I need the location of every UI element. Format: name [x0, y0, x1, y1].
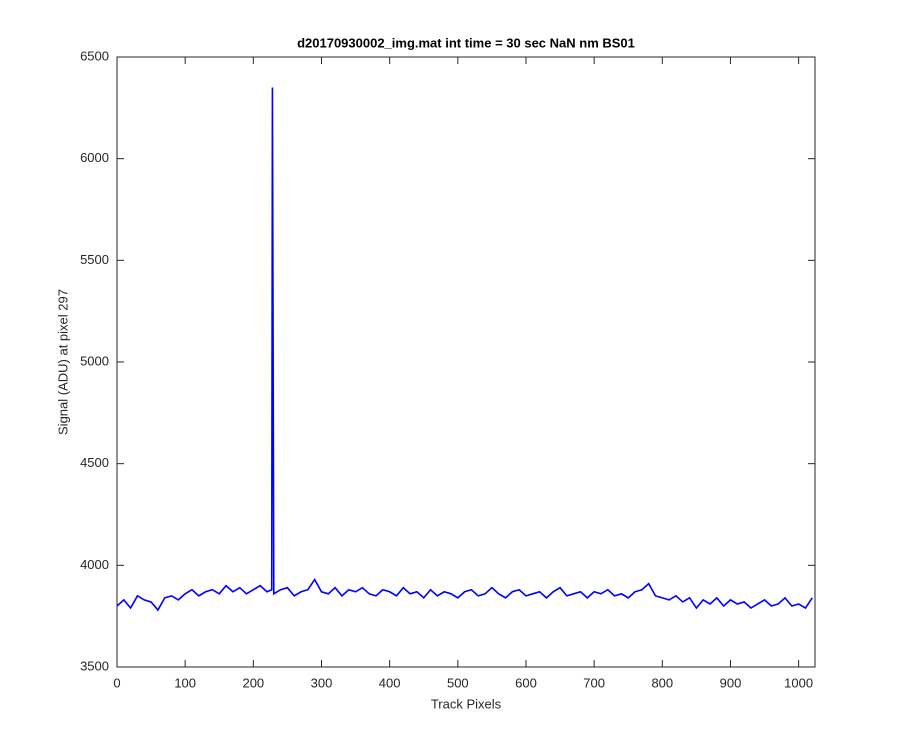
chart-title: d20170930002_img.mat int time = 30 sec N… — [297, 35, 635, 50]
y-tick-label: 4000 — [80, 557, 109, 572]
y-tick-label: 3500 — [80, 658, 109, 673]
x-tick-label: 100 — [174, 675, 196, 690]
x-tick-label: 1000 — [784, 675, 813, 690]
x-tick-label: 0 — [113, 675, 120, 690]
x-tick-label: 900 — [720, 675, 742, 690]
y-tick-label: 5000 — [80, 353, 109, 368]
x-tick-label: 700 — [583, 675, 605, 690]
y-tick-label: 5500 — [80, 252, 109, 267]
x-tick-label: 400 — [379, 675, 401, 690]
y-axis-label: Signal (ADU) at pixel 297 — [55, 289, 70, 435]
y-tick-label: 6000 — [80, 150, 109, 165]
x-axis-label: Track Pixels — [431, 696, 502, 711]
data-line — [116, 87, 813, 612]
x-tick-label: 800 — [651, 675, 673, 690]
y-tick-label: 6500 — [80, 48, 109, 63]
x-tick-label: 300 — [311, 675, 333, 690]
x-tick-label: 200 — [242, 675, 264, 690]
x-tick-label: 500 — [447, 675, 469, 690]
y-tick-label: 4500 — [80, 455, 109, 470]
x-tick-label: 600 — [515, 675, 537, 690]
